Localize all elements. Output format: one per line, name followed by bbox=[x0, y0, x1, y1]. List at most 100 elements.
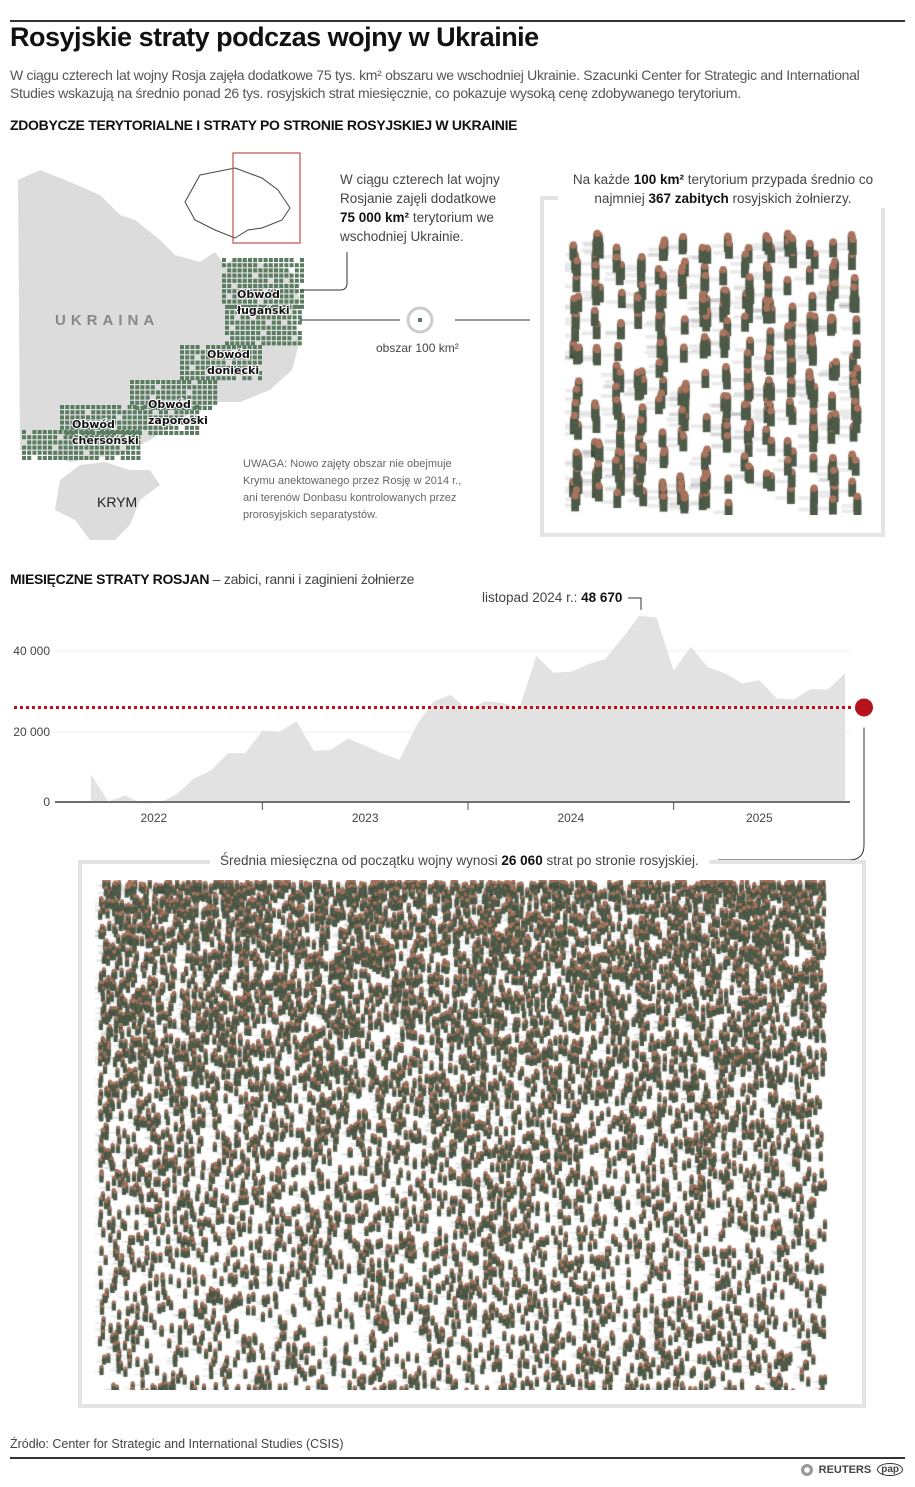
territory-square bbox=[106, 425, 111, 430]
territory-square bbox=[237, 263, 242, 268]
territory-square bbox=[164, 405, 168, 409]
territory-square bbox=[248, 278, 252, 283]
territory-square bbox=[256, 315, 261, 320]
territory-square bbox=[27, 435, 32, 440]
average-post: strat po stronie rosyjskiej. bbox=[546, 853, 699, 868]
territory-square bbox=[197, 400, 202, 405]
territory-square bbox=[190, 420, 194, 425]
territory-square bbox=[153, 405, 158, 409]
territory-square bbox=[274, 304, 278, 309]
territory-square bbox=[292, 315, 297, 320]
territory-square bbox=[197, 406, 202, 410]
territory-square bbox=[216, 371, 221, 375]
territory-square bbox=[37, 440, 42, 445]
territory-square bbox=[202, 380, 207, 384]
territory-square bbox=[58, 456, 63, 460]
territory-square bbox=[136, 440, 141, 445]
territory-square bbox=[222, 289, 226, 294]
territory-square bbox=[150, 385, 155, 390]
territory-square bbox=[202, 385, 207, 390]
territory-square bbox=[60, 410, 64, 415]
territory-square bbox=[138, 410, 142, 415]
territory-square bbox=[256, 325, 261, 330]
territory-square bbox=[63, 440, 68, 445]
territory-square bbox=[48, 450, 52, 455]
region-label-kherson-2: chersoński bbox=[72, 434, 139, 447]
territory-square bbox=[245, 310, 250, 315]
territory-square bbox=[232, 304, 237, 309]
territory-square bbox=[289, 258, 294, 262]
territory-square bbox=[169, 431, 174, 435]
territory-square bbox=[245, 336, 250, 341]
territory-square bbox=[185, 376, 190, 381]
territory-square bbox=[60, 405, 64, 409]
territory-square bbox=[222, 294, 226, 299]
territory-square bbox=[105, 456, 110, 460]
territory-square bbox=[117, 410, 122, 415]
territory-square bbox=[153, 415, 158, 420]
territory-square bbox=[292, 325, 297, 330]
territory-square bbox=[221, 360, 226, 365]
territory-square bbox=[289, 273, 294, 278]
territory-square bbox=[261, 336, 266, 341]
territory-square bbox=[112, 410, 116, 415]
territory-square bbox=[300, 263, 304, 268]
crimea-land bbox=[55, 462, 160, 540]
territory-square bbox=[284, 268, 289, 273]
territory-square bbox=[297, 305, 302, 309]
region-label-kherson-1: Obwód bbox=[72, 418, 115, 431]
territory-square bbox=[213, 385, 218, 390]
territory-square bbox=[253, 268, 258, 273]
territory-square bbox=[253, 258, 258, 262]
territory-square bbox=[253, 294, 258, 299]
territory-square bbox=[294, 268, 299, 273]
territory-square bbox=[266, 305, 271, 309]
territory-square bbox=[271, 331, 276, 335]
territory-square bbox=[130, 380, 134, 384]
territory-square bbox=[184, 420, 189, 425]
territory-square bbox=[258, 376, 262, 381]
territory-square bbox=[284, 284, 289, 288]
territory-square bbox=[200, 360, 205, 365]
territory-square bbox=[279, 284, 284, 288]
territory-square bbox=[110, 456, 115, 460]
territory-square bbox=[268, 299, 273, 304]
territory-square bbox=[263, 258, 268, 262]
territory-square bbox=[242, 355, 247, 360]
territory-square bbox=[266, 325, 271, 330]
territory-square bbox=[91, 405, 96, 409]
territory-square bbox=[292, 320, 297, 325]
territory-square bbox=[284, 263, 289, 268]
territory-square bbox=[294, 284, 299, 288]
map-section-heading: ZDOBYCZE TERYTORIALNE I STRATY PO STRONI… bbox=[10, 117, 518, 133]
territory-square bbox=[221, 365, 226, 370]
territory-square bbox=[80, 405, 85, 409]
territory-square bbox=[277, 341, 281, 346]
territory-square bbox=[195, 365, 200, 370]
territory-square bbox=[235, 336, 240, 341]
territory-square bbox=[287, 320, 292, 325]
territory-square bbox=[145, 385, 150, 390]
territory-square bbox=[75, 425, 80, 430]
territory-square bbox=[221, 350, 226, 355]
territory-square bbox=[182, 406, 186, 410]
territory-square bbox=[277, 310, 281, 315]
territory-square bbox=[171, 395, 176, 400]
territory-square bbox=[271, 336, 276, 341]
territory-square bbox=[153, 420, 158, 425]
territory-square bbox=[79, 450, 84, 455]
territory-square bbox=[211, 355, 216, 360]
territory-square bbox=[268, 284, 273, 288]
territory-square bbox=[96, 415, 101, 420]
territory-square bbox=[242, 360, 247, 365]
territory-square bbox=[158, 425, 163, 430]
territory-square bbox=[277, 315, 281, 320]
territory-square bbox=[197, 390, 202, 395]
territory-square bbox=[197, 380, 202, 384]
territory-square bbox=[135, 380, 140, 384]
territory-square bbox=[127, 425, 132, 430]
territory-square bbox=[297, 341, 302, 346]
territory-square bbox=[279, 258, 284, 262]
territory-square bbox=[300, 268, 304, 273]
territory-square bbox=[100, 440, 104, 445]
